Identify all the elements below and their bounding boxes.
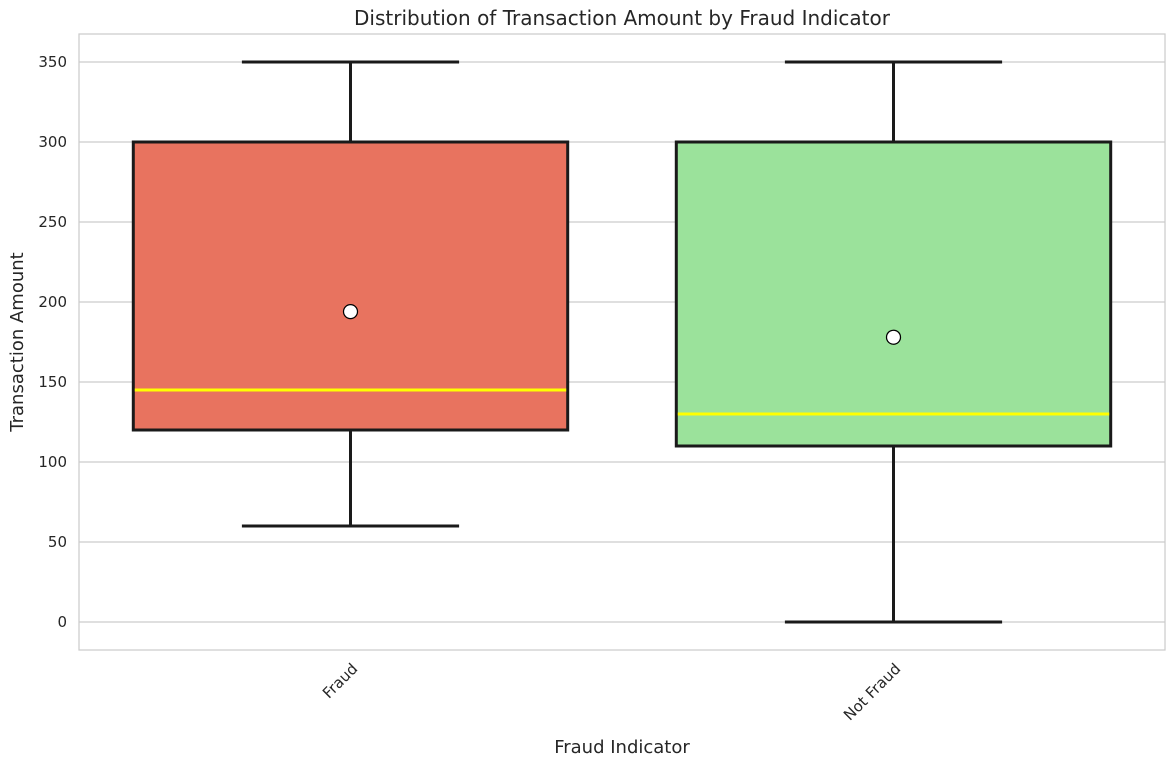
plot-area-frame: [78, 33, 1166, 651]
y-axis-label: Transaction Amount: [7, 252, 28, 432]
boxes: [131, 60, 1113, 624]
y-tick-label: 250: [38, 213, 67, 231]
y-tick-labels: 0 50 100 150 200 250 300 350: [38, 53, 67, 631]
y-tick-label: 300: [38, 133, 67, 151]
mean-marker: [342, 303, 359, 320]
box-group: [131, 60, 570, 528]
iqr-box: [674, 140, 1113, 448]
y-tick-label: 0: [57, 613, 67, 631]
iqr-box: [131, 140, 570, 432]
y-tick-label: 150: [38, 373, 67, 391]
y-tick-label: 200: [38, 293, 67, 311]
chart-title: Distribution of Transaction Amount by Fr…: [354, 6, 891, 30]
y-tick-label: 100: [38, 453, 67, 471]
y-tick-label: 350: [38, 53, 67, 71]
box-group: [674, 60, 1113, 624]
mean-marker: [885, 329, 902, 345]
x-axis-label: Fraud Indicator: [554, 737, 690, 758]
y-tick-label: 50: [48, 533, 67, 551]
